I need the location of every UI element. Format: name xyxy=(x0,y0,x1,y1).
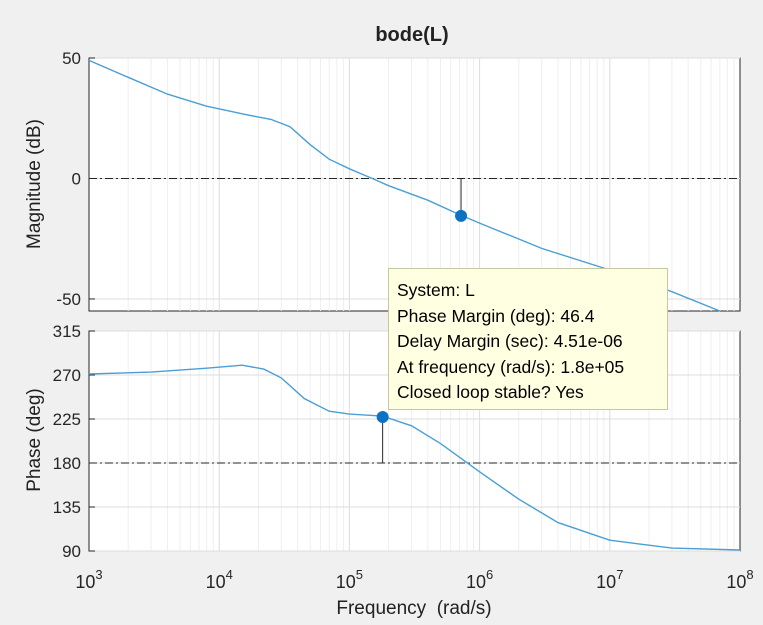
datatip-stability-line: Closed loop stable? Yes xyxy=(397,382,584,402)
chart-title: bode(L) xyxy=(375,24,448,46)
datatip-system-line: System: L xyxy=(397,280,475,300)
y-tick-label: 270 xyxy=(53,366,81,385)
x-tick-label: 107 xyxy=(596,567,623,592)
x-tick-label: 103 xyxy=(75,567,102,592)
x-axis-label: Frequency (rad/s) xyxy=(336,598,491,619)
phase-y-tick-labels: 315 270 225 180 135 90 xyxy=(53,322,81,561)
datatip-phase-margin-line: Phase Margin (deg): 46.4 xyxy=(397,305,595,326)
x-tick-label: 106 xyxy=(466,567,493,592)
phase-ylabel: Phase (deg) xyxy=(24,388,45,492)
y-tick-label: 90 xyxy=(62,542,81,561)
x-tick-label: 104 xyxy=(206,567,233,592)
magnitude-ylabel: Magnitude (dB) xyxy=(24,119,45,249)
y-tick-label: 135 xyxy=(53,498,81,517)
y-tick-label: 0 xyxy=(72,169,81,188)
y-tick-label: 180 xyxy=(53,454,81,473)
gain-margin-marker xyxy=(455,209,468,222)
magnitude-y-tick-labels: 50 0 -50 xyxy=(56,49,81,309)
datatip-delay-margin-line: Delay Margin (sec): 4.51e-06 xyxy=(397,331,623,351)
magnitude-curve xyxy=(88,59,721,312)
phase-margin-datatip: System: L Phase Margin (deg): 46.4 Delay… xyxy=(388,268,668,410)
y-tick-label: -50 xyxy=(56,290,81,309)
y-tick-label: 225 xyxy=(53,410,81,429)
x-tick-label: 105 xyxy=(336,567,363,592)
x-tick-label: 108 xyxy=(726,567,753,592)
y-tick-label: 315 xyxy=(53,322,81,341)
phase-curve xyxy=(88,364,741,551)
x-tick-labels: 103 104 105 106 107 108 xyxy=(75,567,753,592)
phase-margin-marker xyxy=(376,411,389,424)
datatip-frequency-line: At frequency (rad/s): 1.8e+05 xyxy=(397,356,625,377)
y-tick-label: 50 xyxy=(62,49,81,68)
